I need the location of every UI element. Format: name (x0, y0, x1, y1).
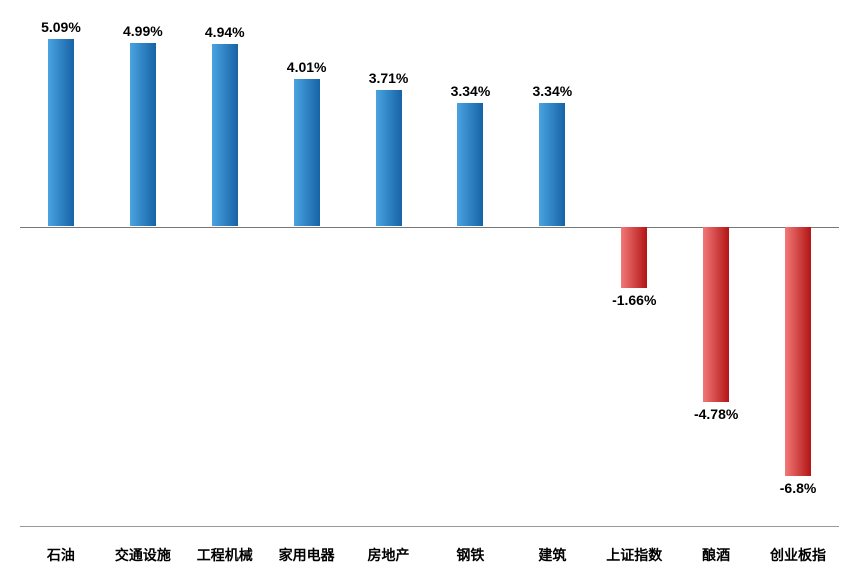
bar-group: 3.34% (430, 10, 512, 526)
bar-group: 3.34% (511, 10, 593, 526)
bar-chart: 5.09%4.99%4.94%4.01%3.71%3.34%3.34%-1.66… (0, 0, 859, 577)
bar-value-label: 4.94% (184, 24, 266, 40)
bar (621, 227, 647, 288)
bar-group: -4.78% (675, 10, 757, 526)
bar-value-label: 4.01% (266, 59, 348, 75)
bar-group: 4.99% (102, 10, 184, 526)
category-label: 钢铁 (429, 545, 511, 565)
bar-value-label: 4.99% (102, 23, 184, 39)
category-label: 创业板指 (757, 545, 839, 565)
bar-group: -1.66% (593, 10, 675, 526)
category-label: 建筑 (511, 545, 593, 565)
bar-value-label: -6.8% (757, 480, 839, 496)
category-label: 酿酒 (675, 545, 757, 565)
bar (457, 103, 483, 226)
bar-group: 4.94% (184, 10, 266, 526)
bar (376, 90, 402, 227)
bar (539, 103, 565, 226)
bar (785, 227, 811, 476)
bar-group: 3.71% (348, 10, 430, 526)
bar-value-label: -4.78% (675, 406, 757, 422)
category-label: 家用电器 (266, 545, 348, 565)
bar (48, 39, 74, 226)
bar (130, 43, 156, 227)
plot-area: 5.09%4.99%4.94%4.01%3.71%3.34%3.34%-1.66… (20, 10, 839, 527)
category-label: 房地产 (348, 545, 430, 565)
category-label: 工程机械 (184, 545, 266, 565)
bar-value-label: 5.09% (20, 19, 102, 35)
bar-value-label: 3.34% (511, 83, 593, 99)
bar (703, 227, 729, 402)
bar-value-label: 3.71% (348, 70, 430, 86)
bar-value-label: -1.66% (593, 292, 675, 308)
category-label: 石油 (20, 545, 102, 565)
bar-group: -6.8% (757, 10, 839, 526)
bar (294, 79, 320, 227)
bar (212, 44, 238, 226)
bar-group: 4.01% (266, 10, 348, 526)
bar-group: 5.09% (20, 10, 102, 526)
bar-value-label: 3.34% (430, 83, 512, 99)
category-label: 上证指数 (593, 545, 675, 565)
category-label: 交通设施 (102, 545, 184, 565)
